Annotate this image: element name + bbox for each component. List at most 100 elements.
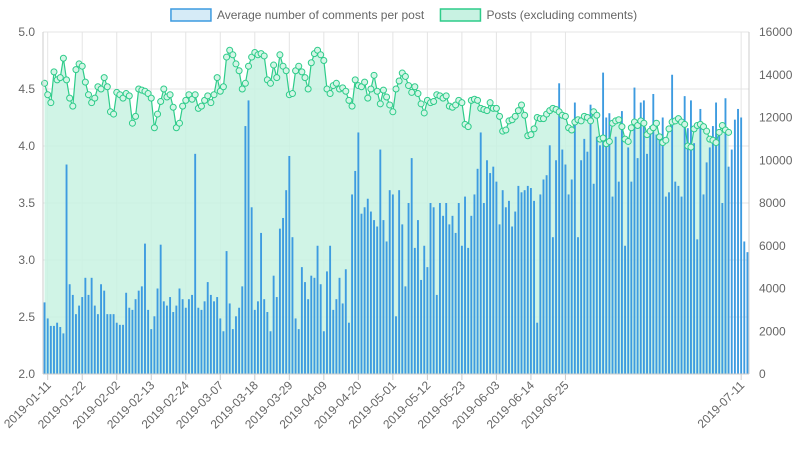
posts-bar	[614, 136, 617, 374]
y-left-tick-label: 5.0	[18, 25, 35, 39]
comments-point	[383, 93, 391, 101]
posts-bar	[426, 267, 429, 375]
posts-bar	[624, 245, 626, 374]
posts-bar	[696, 239, 699, 374]
posts-bar	[658, 138, 661, 375]
posts-bar	[347, 322, 350, 374]
posts-bar	[275, 297, 278, 374]
posts-bar	[432, 207, 435, 374]
posts-bar	[228, 303, 231, 374]
posts-bar	[410, 158, 413, 374]
posts-bar	[269, 331, 272, 374]
comments-point	[624, 137, 632, 145]
posts-bar	[423, 245, 426, 374]
posts-bar	[693, 143, 696, 374]
y-left-tick-label: 2.5	[18, 310, 35, 324]
posts-bar	[118, 324, 121, 374]
comments-point	[715, 128, 723, 136]
posts-bar	[718, 134, 721, 374]
posts-bar	[533, 200, 535, 374]
posts-bar	[106, 314, 109, 374]
posts-bar	[570, 179, 573, 374]
posts-bar	[401, 224, 404, 375]
comments-point	[615, 116, 623, 124]
posts-bar	[573, 102, 576, 374]
comments-point	[364, 94, 372, 102]
posts-bar	[479, 132, 482, 374]
posts-bar	[630, 181, 633, 375]
comments-point	[464, 123, 472, 131]
comments-point	[502, 126, 510, 134]
comments-point	[652, 119, 660, 127]
y-right-tick-label: 16000	[759, 25, 793, 39]
comments-point	[408, 88, 416, 96]
posts-bar	[492, 166, 495, 374]
comments-point	[210, 91, 218, 99]
posts-bar	[464, 196, 466, 374]
comments-point	[288, 90, 296, 98]
legend-swatch	[439, 8, 482, 22]
posts-bar	[134, 299, 137, 374]
posts-bar	[332, 309, 335, 375]
comments-point	[681, 120, 689, 128]
legend-item-posts[interactable]: Posts (excluding comments)	[439, 8, 637, 22]
posts-bar	[733, 119, 736, 374]
comments-point	[157, 98, 165, 106]
posts-bar	[460, 245, 463, 374]
posts-bar	[65, 164, 68, 374]
posts-bar	[702, 194, 705, 374]
comments-point	[458, 99, 466, 107]
comments-point	[417, 100, 425, 108]
area-layer	[44, 50, 729, 375]
posts-bar	[147, 309, 150, 375]
posts-bar	[746, 252, 749, 374]
posts-bar	[213, 301, 215, 374]
posts-bar	[278, 228, 281, 374]
posts-bar	[366, 198, 369, 374]
comments-point	[442, 92, 450, 100]
comments-point	[63, 76, 71, 84]
legend-label: Average number of comments per post	[217, 8, 425, 22]
comments-point	[345, 96, 353, 104]
comments-point	[270, 61, 278, 69]
comments-point	[260, 52, 268, 60]
posts-bar	[677, 185, 680, 374]
legend[interactable]: Average number of comments per post Posts…	[170, 8, 637, 22]
posts-bar	[335, 299, 338, 374]
posts-bar	[388, 190, 391, 374]
legend-item-comments[interactable]: Average number of comments per post	[170, 8, 425, 22]
posts-bar	[231, 329, 234, 374]
comments-point	[395, 77, 403, 85]
comments-point	[483, 107, 491, 115]
posts-bar	[169, 297, 172, 374]
posts-bar	[144, 243, 146, 374]
posts-bar	[68, 284, 71, 374]
comments-point	[298, 68, 306, 76]
posts-bar	[166, 305, 168, 374]
comments-point	[474, 96, 482, 104]
posts-bar	[87, 294, 90, 374]
posts-bar	[297, 329, 300, 374]
posts-bar	[257, 301, 259, 374]
comments-point	[85, 91, 92, 99]
comments-point	[348, 102, 356, 110]
posts-bar	[683, 96, 686, 375]
comments-point	[561, 112, 569, 120]
comments-point	[587, 117, 595, 125]
posts-bar	[617, 181, 620, 375]
comments-point	[169, 103, 177, 111]
posts-bar	[103, 290, 106, 374]
comments-point	[320, 57, 328, 64]
posts-bar	[580, 160, 583, 374]
comments-point	[204, 92, 212, 100]
posts-bar	[680, 196, 683, 374]
posts-bar	[391, 194, 394, 374]
posts-bar	[486, 160, 488, 374]
posts-bar	[222, 331, 225, 374]
posts-bar	[49, 325, 52, 374]
posts-bar	[253, 309, 256, 375]
posts-bar	[81, 297, 84, 374]
posts-bar	[263, 299, 266, 374]
